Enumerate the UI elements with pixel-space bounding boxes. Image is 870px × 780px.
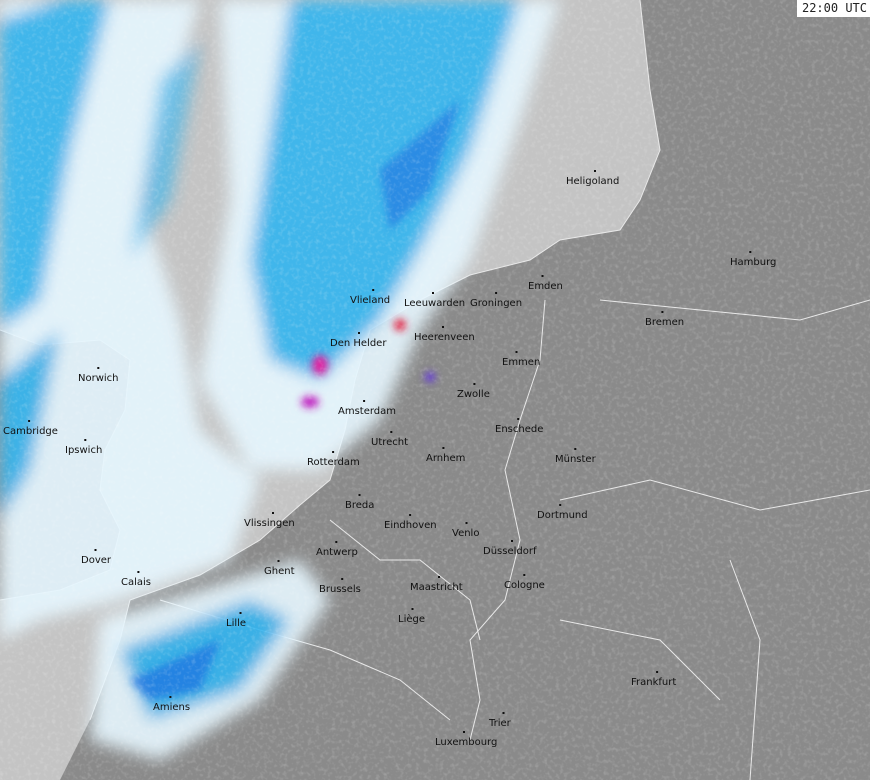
city-label: Hamburg	[730, 257, 776, 268]
city-label: Norwich	[78, 373, 119, 384]
city-label: Amsterdam	[338, 406, 396, 417]
city-dot	[28, 420, 31, 422]
city-dot	[363, 400, 366, 402]
city-label: Luxembourg	[435, 737, 497, 748]
city-label: Trier	[488, 718, 512, 729]
city-label: Vlissingen	[244, 518, 295, 529]
city-label: Ghent	[264, 566, 295, 577]
city-dot	[335, 541, 338, 543]
city-label: Liège	[398, 613, 425, 625]
city-label: Bremen	[645, 317, 684, 328]
city-dot	[84, 439, 87, 441]
city-dot	[97, 367, 100, 369]
city-dot	[442, 447, 445, 449]
city-dot	[594, 170, 596, 172]
city-dot	[473, 383, 476, 385]
city-dot	[277, 560, 280, 562]
city-label: Frankfurt	[631, 677, 676, 688]
city-dot	[523, 574, 526, 576]
city-dot	[239, 612, 242, 614]
city-labels: Heligoland Hamburg Emden Bremen Vlieland Leeu…	[3, 170, 776, 748]
city-label: Utrecht	[371, 437, 408, 448]
city-dot	[574, 448, 577, 450]
city-label: Breda	[345, 500, 374, 511]
city-label: Groningen	[470, 298, 522, 309]
city-dot	[137, 571, 140, 573]
city-label: Den Helder	[330, 338, 387, 349]
city-label: Emden	[528, 281, 563, 292]
city-label: Düsseldorf	[483, 546, 537, 557]
city-label: Leeuwarden	[404, 298, 465, 309]
city-label: Calais	[121, 577, 151, 588]
city-label: Eindhoven	[384, 520, 437, 531]
city-dot	[358, 494, 361, 496]
city-label: Zwolle	[457, 389, 490, 400]
city-dot	[341, 578, 344, 580]
city-label: Enschede	[495, 424, 543, 435]
city-label: Emmen	[502, 357, 540, 368]
city-dot	[442, 326, 444, 328]
city-label: Cambridge	[3, 426, 58, 437]
city-label: Münster	[555, 454, 597, 465]
city-dot	[438, 576, 440, 578]
city-dot	[515, 351, 518, 353]
city-label: Lille	[226, 618, 246, 629]
city-dot	[656, 671, 659, 673]
city-label: Venlo	[452, 528, 479, 539]
city-dot	[511, 540, 513, 542]
city-dot	[661, 311, 664, 313]
city-label: Amiens	[153, 702, 190, 713]
city-dot	[502, 712, 505, 714]
city-dot	[559, 504, 562, 506]
city-label: Ipswich	[65, 445, 102, 456]
city-label: Brussels	[319, 584, 361, 595]
city-dot	[272, 512, 274, 514]
city-dot	[465, 522, 468, 524]
city-label: Rotterdam	[307, 457, 360, 468]
city-label: Dover	[81, 555, 112, 566]
city-label: Vlieland	[350, 295, 390, 306]
city-dot	[372, 289, 375, 291]
city-label: Heerenveen	[414, 332, 475, 343]
city-dot	[358, 332, 360, 334]
city-dot	[390, 431, 393, 433]
city-label: Maastricht	[410, 582, 463, 593]
city-dot	[332, 451, 335, 453]
city-dot	[541, 275, 544, 277]
city-dot	[463, 731, 465, 733]
city-label: Dortmund	[537, 510, 588, 521]
city-label: Cologne	[504, 580, 545, 591]
city-dot	[495, 292, 498, 294]
city-dot	[517, 418, 520, 420]
city-dot	[409, 514, 412, 516]
city-dot	[169, 696, 172, 698]
city-label: Heligoland	[566, 176, 619, 187]
city-dot	[411, 608, 414, 610]
city-dot	[94, 549, 97, 551]
city-label: Antwerp	[316, 547, 358, 558]
city-label: Arnhem	[426, 453, 465, 464]
city-dot	[749, 251, 752, 253]
timestamp-label: 22:00 UTC	[796, 0, 870, 17]
city-dot	[432, 292, 434, 294]
